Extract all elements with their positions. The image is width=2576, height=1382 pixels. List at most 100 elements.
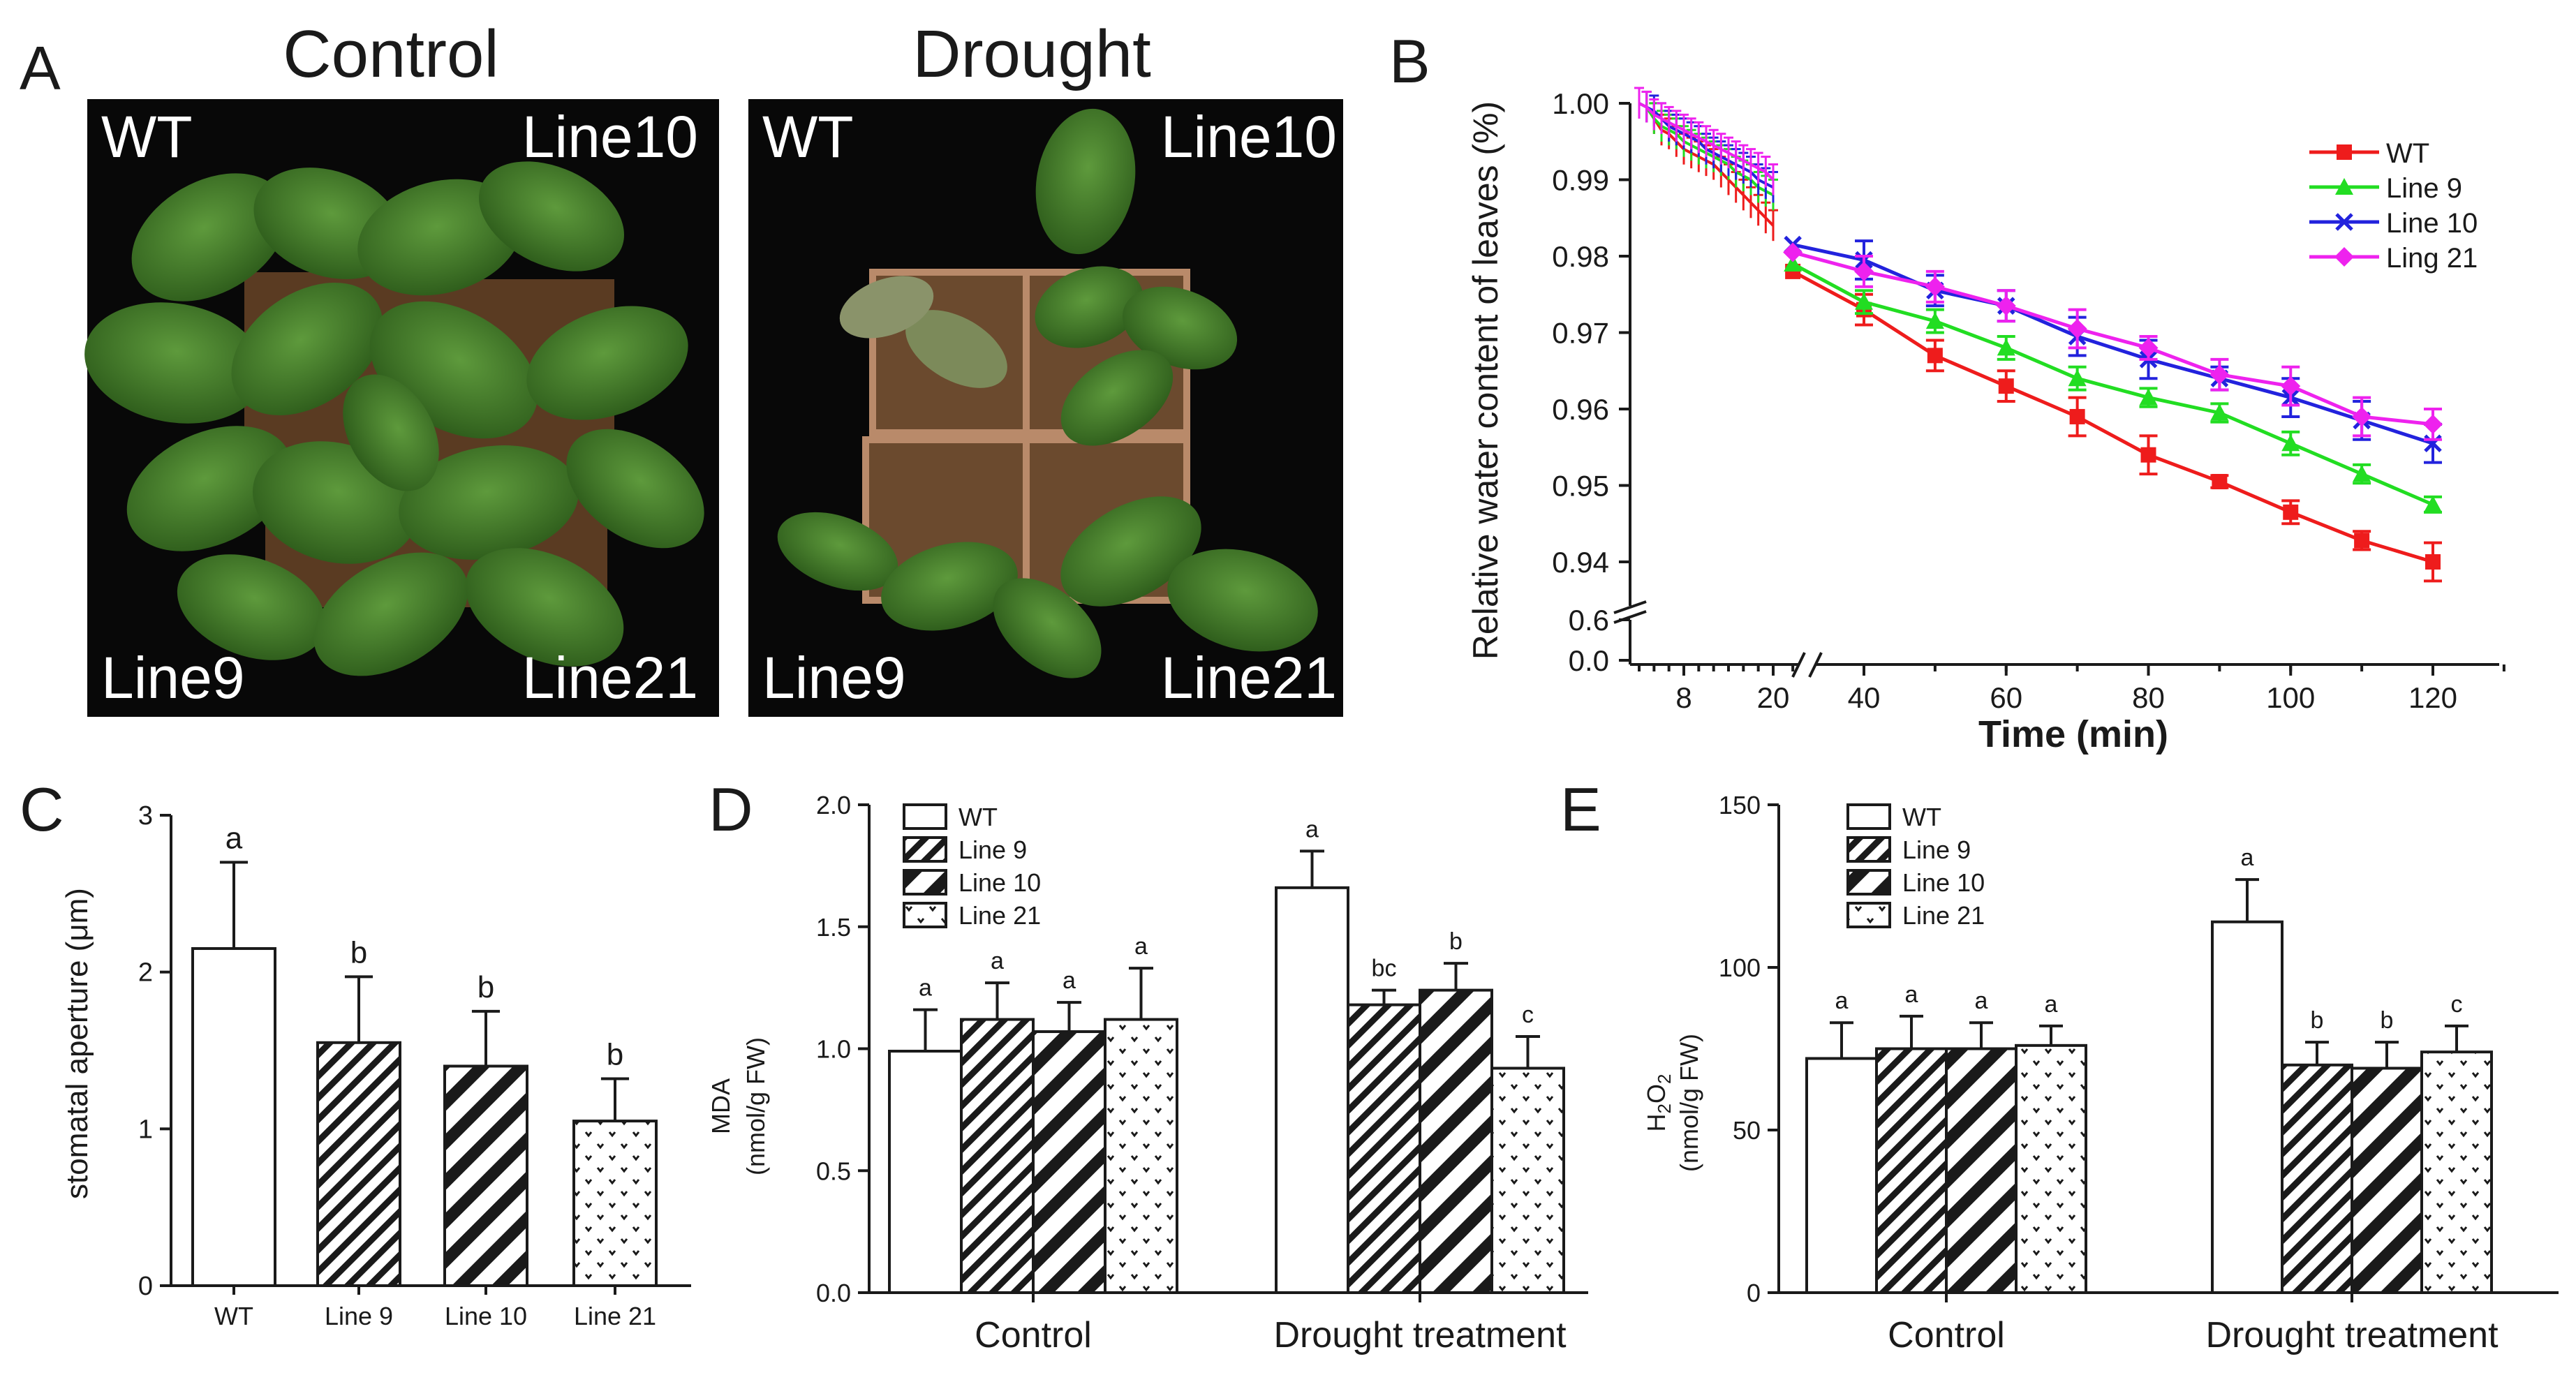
data-point-marker <box>1855 292 1873 310</box>
bar-group: a <box>1032 967 1106 1295</box>
series-line <box>1792 251 2434 426</box>
drought-photo: WT Line10 Line9 Line21 <box>748 99 1343 717</box>
x-tick-label: Line 21 <box>574 1302 656 1330</box>
significance-letter: a <box>1905 981 1918 1008</box>
control-label-line10: Line10 <box>522 104 698 170</box>
x-tick-label: 120 <box>2408 681 2457 714</box>
data-point-marker <box>2353 465 2371 482</box>
bar <box>1032 1030 1106 1295</box>
y-label-o: O <box>1642 1084 1671 1104</box>
data-point-marker <box>2212 474 2228 490</box>
y-tick-label: 0.97 <box>1552 317 1609 350</box>
x-tick-label: 20 <box>1757 681 1790 714</box>
y-tick-label: 2 <box>138 958 153 988</box>
bar <box>2281 1063 2353 1295</box>
legend-label: Line 10 <box>2386 208 2478 239</box>
data-point-marker <box>2281 434 2300 452</box>
y-label-h: H <box>1642 1113 1671 1131</box>
bar <box>1875 1047 1948 1294</box>
y-tick-label: 0.98 <box>1552 240 1609 273</box>
y-tick-label: 2.0 <box>816 791 851 819</box>
chart-e-y-label-2: (nmol/g FW) <box>1675 1034 1703 1172</box>
bar-group: b <box>443 970 528 1287</box>
series-line <box>1792 243 2434 445</box>
data-point-marker <box>2354 533 2370 549</box>
bar <box>960 1018 1035 1295</box>
bar-group: a <box>1104 933 1178 1295</box>
data-point-marker <box>2067 319 2087 339</box>
control-label-wt: WT <box>101 104 193 170</box>
bar-group: a <box>1875 981 1948 1294</box>
control-photo: WT Line10 Line9 Line21 <box>84 99 719 717</box>
bar <box>443 1064 528 1287</box>
x-tick-label: WT <box>214 1302 253 1330</box>
data-point-marker <box>2335 178 2353 195</box>
bar-group: a <box>1805 988 1878 1294</box>
bar-group: a <box>2015 991 2087 1294</box>
legend-label: Line 21 <box>1902 901 1985 930</box>
bar <box>572 1120 658 1287</box>
legend-label: Line 9 <box>958 835 1027 864</box>
x-tick-label: 100 <box>2266 681 2315 714</box>
legend-label: WT <box>2386 138 2429 169</box>
bar <box>1419 988 1493 1294</box>
data-point-marker <box>2424 495 2442 512</box>
series-wt <box>1634 87 2442 583</box>
drought-plant-image <box>777 108 1318 678</box>
data-point-marker <box>2138 338 2159 358</box>
data-point-marker <box>1996 296 2016 316</box>
data-point-marker <box>2210 403 2229 421</box>
significance-letter: a <box>919 975 932 1002</box>
significance-letter: b <box>2381 1007 2394 1034</box>
data-point-marker <box>2068 369 2087 387</box>
bar <box>1275 886 1349 1294</box>
x-tick-label: Line 9 <box>325 1302 393 1330</box>
legend-swatch <box>903 902 947 928</box>
chart-d-y-label-1: MDA <box>706 1078 735 1134</box>
significance-letter: b <box>350 935 367 969</box>
legend-swatch <box>903 803 947 830</box>
x-tick-label: 40 <box>1848 681 1881 714</box>
significance-letter: a <box>225 821 243 855</box>
x-axis-break <box>1791 652 1823 678</box>
y-tick-label: 0.5 <box>816 1157 851 1185</box>
legend-label: Line 9 <box>2386 173 2462 204</box>
data-point-marker <box>1927 348 1943 364</box>
y-tick-label: 0.0 <box>1569 644 1609 677</box>
panel-label-c: C <box>20 775 64 844</box>
bar-group: a <box>888 975 963 1294</box>
panel-e: E 0 50 100 150 a a a a Control a b b c Drought treatm… <box>1560 775 2559 1355</box>
legend-label: Line 10 <box>958 868 1041 897</box>
bar <box>1945 1047 2018 1294</box>
data-point-marker <box>2334 247 2354 267</box>
data-point-marker <box>2425 554 2441 570</box>
bar <box>1104 1018 1178 1295</box>
bar-group: b <box>316 935 401 1288</box>
chart-d-y-label-2: (nmol/g FW) <box>741 1037 770 1175</box>
significance-letter: b <box>2311 1007 2324 1034</box>
data-point-marker <box>2140 447 2156 463</box>
y-tick-label: 1.5 <box>816 913 851 942</box>
bar-chart-e: 0 50 100 150 a a a a Control a b b c Drought treatmen… <box>1719 791 2559 1355</box>
group-label: Drought treatment <box>1273 1315 1567 1355</box>
significance-letter: b <box>607 1037 623 1071</box>
data-point-marker <box>2281 376 2301 396</box>
significance-letter: c <box>1522 1002 1534 1028</box>
y-tick-label: 100 <box>1719 953 1761 982</box>
y-tick-label: 0.6 <box>1569 604 1609 637</box>
group-label: Drought treatment <box>2205 1315 2499 1355</box>
control-plant-image <box>84 161 704 676</box>
bar-chart-c: 0 1 2 3 a WT b Line 9 b Line 10 b Line 21 <box>138 801 691 1330</box>
bar <box>2015 1043 2087 1294</box>
x-tick-label: Line 10 <box>445 1302 527 1330</box>
bar <box>1490 1067 1565 1294</box>
data-point-marker <box>2337 144 2352 160</box>
legend: WT Line 9 Line 10 Line 21 <box>903 803 1041 930</box>
data-point-marker <box>1783 242 1803 262</box>
bar <box>888 1049 963 1294</box>
panel-label-a: A <box>20 34 61 103</box>
bar-group: b <box>572 1037 658 1287</box>
chart-e-y-label-1: H2O2 <box>1642 1074 1675 1132</box>
series-line <box>1791 262 2434 507</box>
